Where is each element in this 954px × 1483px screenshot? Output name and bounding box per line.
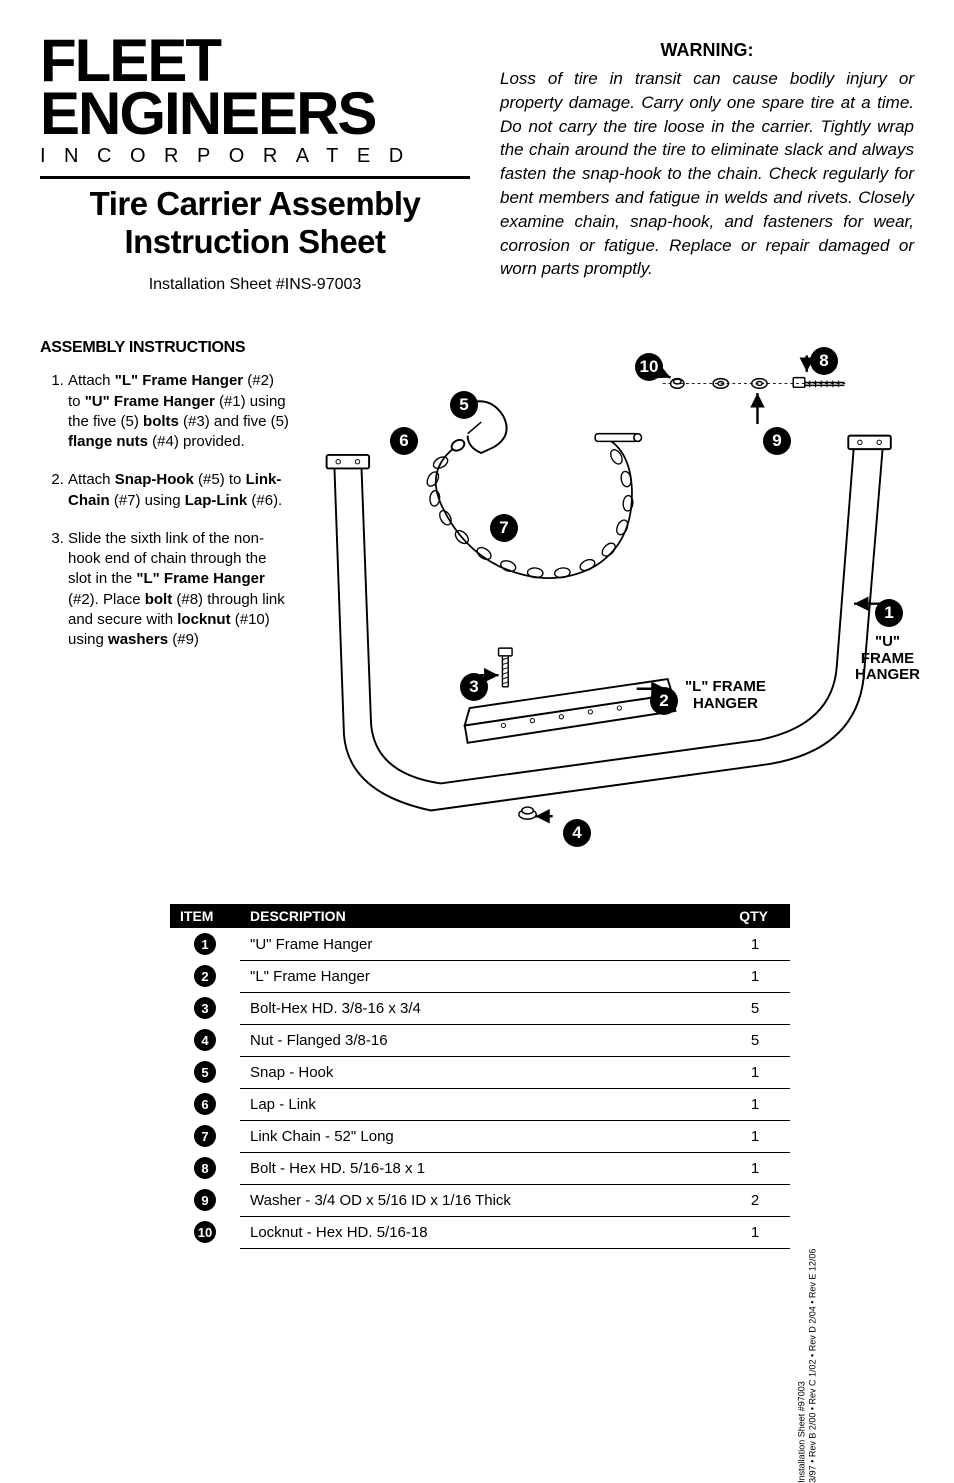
qty-cell: 1 [720, 1120, 790, 1152]
col-qty: QTY [720, 904, 790, 928]
qty-cell: 1 [720, 960, 790, 992]
instruction-step: Attach Snap-Hook (#5) to Link-Chain (#7)… [68, 470, 290, 511]
item-cell: 1 [170, 928, 240, 960]
desc-cell: Bolt - Hex HD. 5/16-18 x 1 [240, 1152, 720, 1184]
logo-incorporated: INCORPORATED [40, 145, 470, 168]
parts-table: ITEM DESCRIPTION QTY 1"U" Frame Hanger12… [170, 904, 790, 1249]
desc-cell: "L" Frame Hanger [240, 960, 720, 992]
instruction-step: Slide the sixth link of the non-hook end… [68, 529, 290, 651]
item-badge: 8 [194, 1157, 216, 1179]
item-cell: 7 [170, 1120, 240, 1152]
item-badge: 2 [194, 965, 216, 987]
desc-cell: Nut - Flanged 3/8-16 [240, 1024, 720, 1056]
item-cell: 2 [170, 960, 240, 992]
col-desc: DESCRIPTION [240, 904, 720, 928]
table-row: 3 Bolt-Hex HD. 3/8-16 x 3/45 [170, 992, 790, 1024]
table-row: 2 "L" Frame Hanger1 [170, 960, 790, 992]
table-row: 4 Nut - Flanged 3/8-165 [170, 1024, 790, 1056]
rev-line1: Installation Sheet #97003 [796, 1382, 806, 1483]
item-cell: 3 [170, 992, 240, 1024]
item-cell: 6 [170, 1088, 240, 1120]
warning-body: Loss of tire in transit can cause bodily… [500, 67, 914, 281]
item-cell: 5 [170, 1056, 240, 1088]
desc-cell: "U" Frame Hanger [240, 928, 720, 960]
instructions-heading: ASSEMBLY INSTRUCTIONS [40, 339, 290, 357]
item-badge: 5 [194, 1061, 216, 1083]
table-row: 1"U" Frame Hanger1 [170, 928, 790, 960]
qty-cell: 1 [720, 1088, 790, 1120]
item-badge: 4 [194, 1029, 216, 1051]
logo-divider [40, 176, 470, 179]
qty-cell: 2 [720, 1184, 790, 1216]
rev-line2: 3/97 • Rev B 2/00 • Rev C 1/02 • Rev D 2… [807, 1249, 817, 1483]
table-row: 7 Link Chain - 52" Long1 [170, 1120, 790, 1152]
table-row: 5 Snap - Hook1 [170, 1056, 790, 1088]
revision-note: Installation Sheet #97003 3/97 • Rev B 2… [796, 1249, 818, 1483]
qty-cell: 5 [720, 992, 790, 1024]
item-cell: 10 [170, 1216, 240, 1248]
desc-cell: Lap - Link [240, 1088, 720, 1120]
title-line2: Instruction Sheet [124, 223, 385, 260]
logo-line2-rest: NGINEERS [78, 80, 375, 147]
qty-cell: 1 [720, 1152, 790, 1184]
item-badge: 1 [194, 933, 216, 955]
diagram-label: "L" FRAMEHANGER [685, 679, 766, 712]
desc-cell: Washer - 3/4 OD x 5/16 ID x 1/16 Thick [240, 1184, 720, 1216]
item-badge: 9 [194, 1189, 216, 1211]
assembly-diagram: 12345678910 "U" FRAMEHANGER"L" FRAMEHANG… [315, 339, 914, 879]
desc-cell: Locknut - Hex HD. 5/16-18 [240, 1216, 720, 1248]
desc-cell: Link Chain - 52" Long [240, 1120, 720, 1152]
parts-table-container: ITEM DESCRIPTION QTY 1"U" Frame Hanger12… [170, 904, 790, 1249]
item-badge: 3 [194, 997, 216, 1019]
diagram-svg [315, 339, 914, 861]
document-title: Tire Carrier Assembly Instruction Sheet [40, 185, 470, 261]
item-badge: 6 [194, 1093, 216, 1115]
item-badge: 7 [194, 1125, 216, 1147]
qty-cell: 1 [720, 1216, 790, 1248]
header-left: FLEET ENGINEERS INCORPORATED Tire Carrie… [40, 35, 470, 294]
company-logo: FLEET ENGINEERS INCORPORATED [40, 35, 470, 168]
table-row: 8 Bolt - Hex HD. 5/16-18 x 11 [170, 1152, 790, 1184]
table-row: 9 Washer - 3/4 OD x 5/16 ID x 1/16 Thick2 [170, 1184, 790, 1216]
logo-line2-lead: E [40, 80, 78, 147]
instructions-list: Attach "L" Frame Hanger (#2) to "U" Fram… [40, 371, 290, 650]
title-line1: Tire Carrier Assembly [90, 185, 421, 222]
qty-cell: 1 [720, 928, 790, 960]
warning-heading: WARNING: [500, 40, 914, 61]
item-cell: 9 [170, 1184, 240, 1216]
col-item: ITEM [170, 904, 240, 928]
instruction-step: Attach "L" Frame Hanger (#2) to "U" Fram… [68, 371, 290, 452]
item-cell: 8 [170, 1152, 240, 1184]
desc-cell: Bolt-Hex HD. 3/8-16 x 3/4 [240, 992, 720, 1024]
item-badge: 10 [194, 1221, 216, 1243]
item-cell: 4 [170, 1024, 240, 1056]
instructions-column: ASSEMBLY INSTRUCTIONS Attach "L" Frame H… [40, 339, 290, 879]
diagram-label: "U" FRAMEHANGER [855, 634, 920, 684]
qty-cell: 1 [720, 1056, 790, 1088]
sheet-number: Installation Sheet #INS-97003 [40, 276, 470, 294]
qty-cell: 5 [720, 1024, 790, 1056]
table-row: 10 Locknut - Hex HD. 5/16-181 [170, 1216, 790, 1248]
table-row: 6 Lap - Link1 [170, 1088, 790, 1120]
desc-cell: Snap - Hook [240, 1056, 720, 1088]
warning-block: WARNING: Loss of tire in transit can cau… [500, 35, 914, 294]
